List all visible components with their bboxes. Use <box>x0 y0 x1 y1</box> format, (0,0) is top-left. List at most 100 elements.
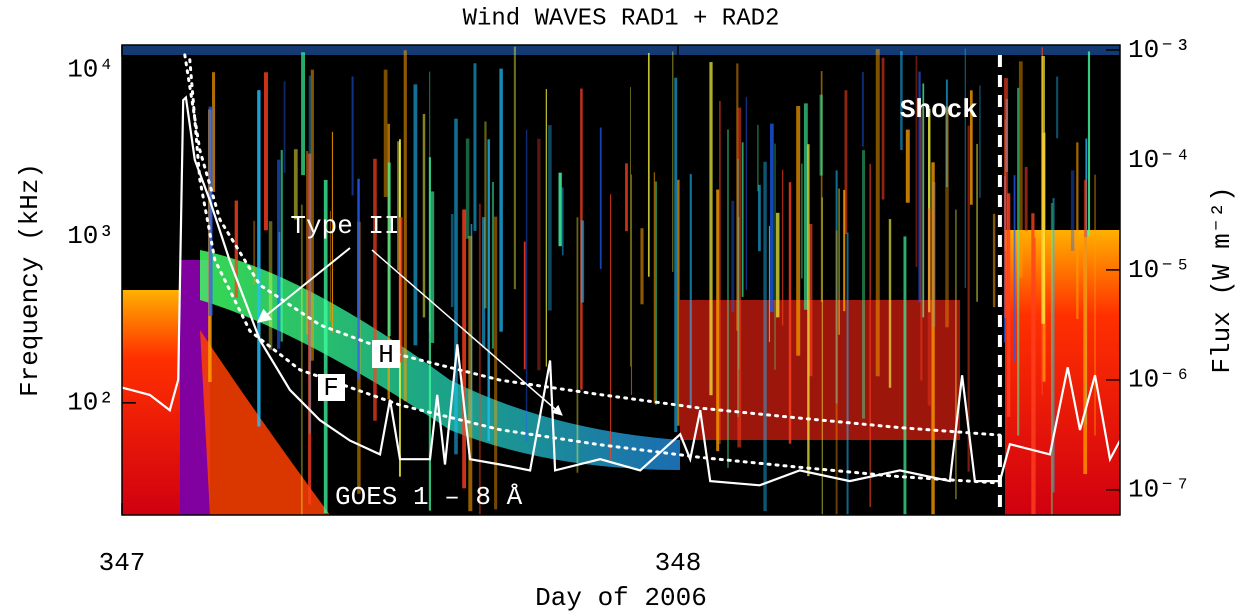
spectrogram-streak <box>835 170 838 404</box>
spectrogram-streak <box>843 189 846 312</box>
spectrogram-streak <box>387 162 391 337</box>
spectrogram-streak <box>308 75 311 434</box>
spectrogram-streak <box>861 150 866 419</box>
spectrogram-streak <box>927 208 931 406</box>
spectrogram-streak <box>801 163 803 279</box>
spectrogram-streak <box>807 144 810 477</box>
spectrogram-streak <box>821 197 823 515</box>
spectrogram-streak <box>629 87 631 367</box>
spectrogram-streak <box>523 241 526 370</box>
spectrogram-streak <box>820 71 823 302</box>
spectrogram-streak <box>310 69 314 361</box>
spectrogram-streak <box>513 46 516 290</box>
spectrogram-streak <box>727 129 729 468</box>
spectrogram-streak <box>928 108 931 313</box>
x-tick-label: 347 <box>99 548 146 578</box>
spectrogram-streak <box>403 50 407 402</box>
spectrogram-streak <box>900 51 903 151</box>
spectrogram-streak <box>1070 170 1075 251</box>
spectrogram-streak <box>599 127 602 269</box>
spectrogram-streak <box>716 189 720 452</box>
spectrogram-streak <box>547 125 552 311</box>
spectrogram-streak <box>630 174 633 395</box>
spectrogram-streak <box>763 161 767 512</box>
y2-tick-label: 10⁻³ <box>1128 35 1190 65</box>
spectrogram-streak <box>861 72 864 147</box>
spectrogram-streak <box>774 143 776 370</box>
spectrogram-streak <box>945 79 948 188</box>
spectrogram-streak <box>819 94 823 176</box>
spectrogram-streak <box>413 84 418 346</box>
spectrogram-streak <box>920 104 923 381</box>
spectrogram-streak <box>967 125 970 472</box>
spectrogram-streak <box>672 51 674 272</box>
spectrogram-streak <box>1041 55 1045 324</box>
spectrogram-streak <box>1018 61 1023 278</box>
spectrogram-streak <box>809 224 813 377</box>
spectrogram-streak <box>473 63 477 231</box>
spectrogram-streak <box>915 55 918 267</box>
spectrogram-streak <box>499 68 503 332</box>
spectrogram-streak <box>745 96 747 290</box>
spectrogram-streak <box>869 163 872 508</box>
label-box <box>318 374 345 401</box>
spectrogram-streak <box>277 159 281 349</box>
plot-marks <box>122 53 1120 487</box>
spectrogram-streak <box>736 63 739 331</box>
spectrogram <box>122 45 1120 515</box>
spectrogram-streak <box>757 124 759 192</box>
annotation-text: Type II <box>290 211 399 241</box>
spectrogram-band <box>200 330 330 515</box>
y2-tick-label: 10⁻⁵ <box>1128 255 1190 285</box>
spectrogram-streak <box>1017 87 1020 436</box>
spectrogram-streak <box>689 174 692 409</box>
spectrogram-streak <box>653 172 656 404</box>
spectrogram-streak <box>1056 76 1059 139</box>
spectrogram-streak <box>976 143 978 302</box>
y-tick-label: 10³ <box>67 221 114 251</box>
series-line <box>188 58 1002 485</box>
spectrogram-streak <box>253 220 256 285</box>
x-tick-label: 348 <box>655 548 702 578</box>
spectrogram-streak <box>268 221 273 350</box>
spectrogram-streak <box>803 103 808 310</box>
spectrogram-streak <box>487 139 490 441</box>
spectrogram-streak <box>655 181 657 405</box>
y2-tick-label: 10⁻⁷ <box>1128 475 1190 505</box>
spectrogram-streak <box>491 182 495 349</box>
spectrogram-streak <box>918 71 921 303</box>
spectrogram-streak <box>1052 198 1055 493</box>
spectrogram-streak <box>838 188 840 335</box>
spectrogram-streak <box>647 52 650 277</box>
spectrogram-streak <box>931 162 935 515</box>
spectrogram-streak <box>484 121 487 309</box>
spectrogram-streak <box>964 48 966 289</box>
spectrogram-streak <box>208 106 213 316</box>
spectrogram-streak <box>450 214 454 308</box>
spectrogram-streak <box>741 142 744 297</box>
spectrogram-streak <box>1024 166 1028 232</box>
chart-title: Wind WAVES RAD1 + RAD2 <box>463 5 780 32</box>
spectrogram-streak <box>881 57 885 200</box>
spectrogram-streak <box>351 76 354 196</box>
spectrogram-streak <box>888 219 892 388</box>
spectrogram-streak <box>846 232 849 515</box>
spectrogram-streak <box>770 123 774 313</box>
spectrogram-region <box>680 300 960 440</box>
spectrogram-streak <box>331 131 334 333</box>
spectrogram-streak <box>468 235 473 512</box>
spectrogram-streak <box>758 184 761 252</box>
spectrogram-streak <box>545 89 547 367</box>
spectrogram-streak <box>454 118 458 455</box>
spectrogram-streak <box>610 194 612 461</box>
spectrogram-streak <box>875 49 880 377</box>
spectrogram-streak <box>525 129 528 442</box>
spectrogram-streak <box>1031 213 1035 515</box>
spectrogram-streak <box>308 153 312 505</box>
spectrogram-streak <box>257 90 261 427</box>
spectrogram-streak <box>306 151 309 335</box>
spectrogram-streak <box>558 172 562 247</box>
spectrogram-streak <box>625 163 628 232</box>
